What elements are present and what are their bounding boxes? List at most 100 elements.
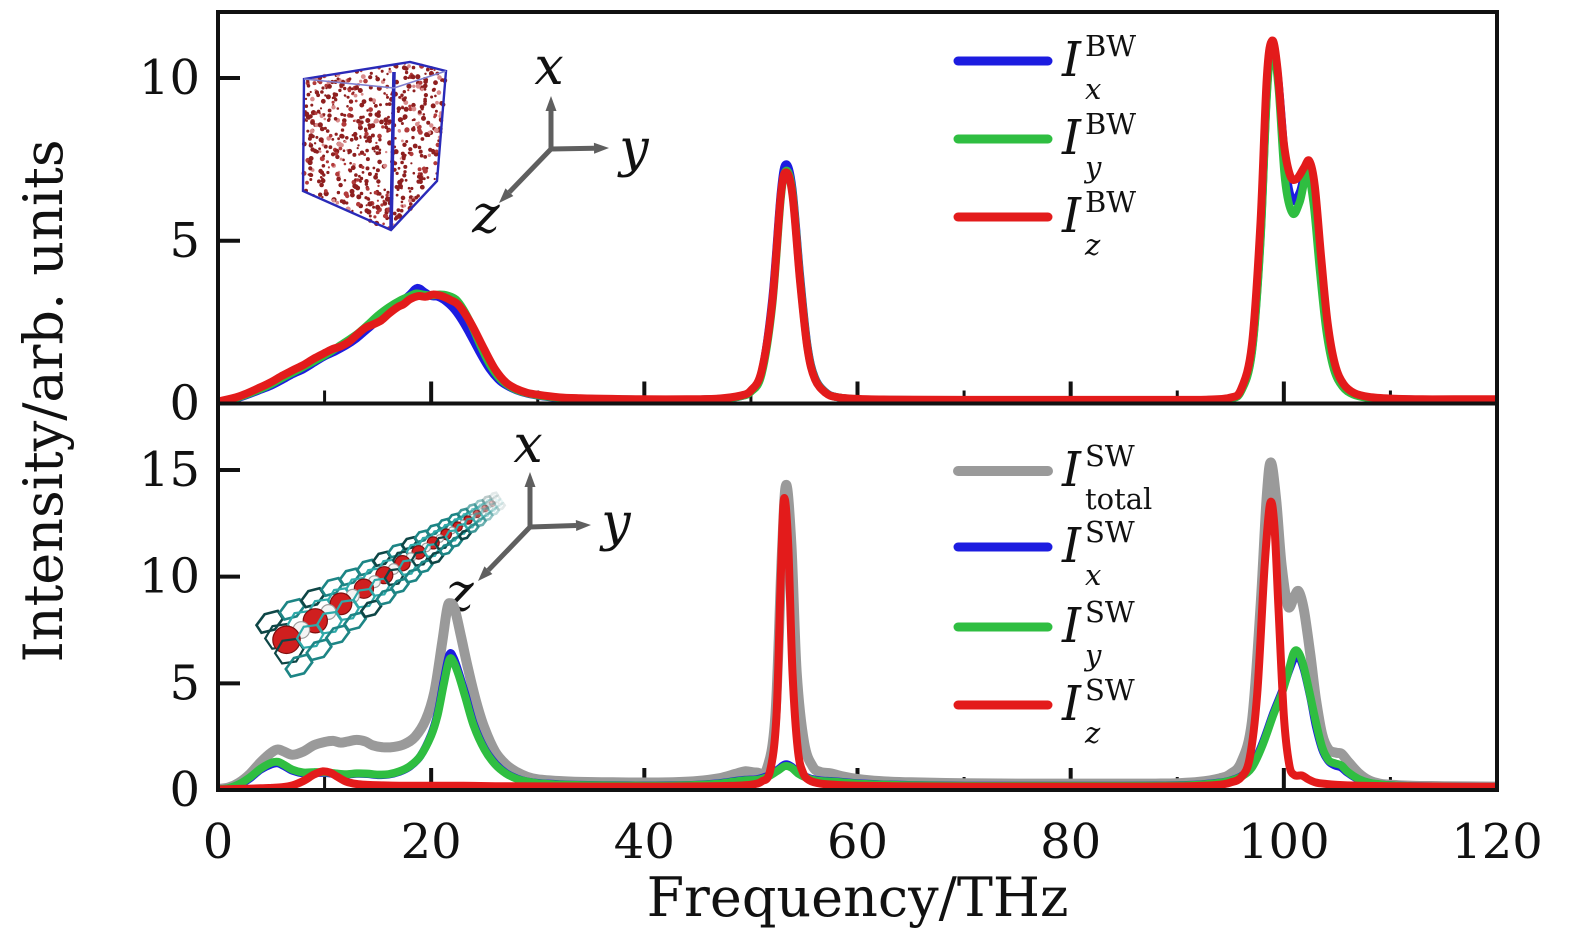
water-dot xyxy=(359,135,362,138)
water-dot xyxy=(322,173,326,177)
water-dot xyxy=(412,84,416,89)
water-dot xyxy=(403,75,408,80)
water-dot xyxy=(305,180,309,185)
curve-I_x_BW xyxy=(220,38,1495,402)
y-tick-label: 0 xyxy=(169,762,200,818)
x-tick-label: 0 xyxy=(203,814,234,870)
nanotube-hex-cell xyxy=(319,576,345,598)
water-dot xyxy=(318,168,323,174)
water-dot xyxy=(310,120,315,125)
x-tick-label: 40 xyxy=(614,814,675,870)
nanotube-hex-cell xyxy=(324,624,351,646)
water-dot xyxy=(403,153,407,157)
water-dot xyxy=(386,190,390,194)
nanotube-hex-cell xyxy=(489,506,501,517)
water-dot xyxy=(423,93,428,98)
water-dot xyxy=(415,122,420,127)
water-dot xyxy=(330,152,336,157)
water-dot xyxy=(331,105,336,110)
water-dot xyxy=(327,117,331,121)
water-dot xyxy=(328,133,333,138)
water-dot xyxy=(426,176,430,179)
water-dot xyxy=(412,143,418,149)
nanotube-hex-cell xyxy=(488,491,500,501)
water-dot xyxy=(402,90,406,94)
water-dot xyxy=(353,93,358,98)
water-dot xyxy=(361,171,365,174)
water-dot xyxy=(315,135,319,139)
water-dot xyxy=(343,94,347,97)
nanotube-hex-cell xyxy=(284,653,314,679)
water-dot xyxy=(433,161,438,166)
water-dot xyxy=(305,119,308,123)
tick-labels-group: 0 20 40 60 80 100 1200510051015Frequency/THzIn… xyxy=(12,50,1543,929)
water-dot xyxy=(306,129,310,133)
nanotube-hex-cell xyxy=(338,567,362,587)
water-dot xyxy=(360,92,364,96)
water-dot xyxy=(410,162,413,165)
water-dot xyxy=(348,86,352,89)
water-dot xyxy=(349,161,352,165)
legend-superscript-I_y_BW: BW xyxy=(1085,107,1136,141)
water-dot xyxy=(411,106,417,112)
water-dot xyxy=(372,205,376,209)
water-dot xyxy=(418,179,423,184)
water-dot xyxy=(358,123,362,127)
water-dot xyxy=(419,104,425,110)
water-dot xyxy=(398,96,401,99)
water-dot xyxy=(304,104,309,108)
y-tick-label: 15 xyxy=(139,442,200,498)
water-dot xyxy=(331,198,336,203)
water-dot xyxy=(374,118,379,124)
water-dot xyxy=(423,87,427,91)
water-dot xyxy=(313,148,318,154)
water-dot xyxy=(354,173,358,177)
water-dot xyxy=(342,158,345,162)
y-tick-label: 5 xyxy=(169,655,200,711)
water-dot xyxy=(392,211,397,216)
bottom-axes-triad-y-label: y xyxy=(599,493,631,553)
legend-subscript-I_y_BW: y xyxy=(1083,150,1102,184)
water-dot xyxy=(376,179,381,184)
water-dot xyxy=(343,113,347,117)
water-dot xyxy=(323,144,328,149)
water-dot xyxy=(334,132,338,136)
water-dot xyxy=(305,114,311,120)
water-dot xyxy=(361,115,365,119)
water-dot xyxy=(418,80,423,85)
water-dot xyxy=(368,97,373,102)
water-dot xyxy=(357,88,363,93)
nanotube-hex-cell xyxy=(479,507,492,518)
water-dot xyxy=(385,102,389,106)
water-dot xyxy=(349,188,355,194)
water-dot xyxy=(313,142,317,145)
water-dot xyxy=(323,117,327,121)
water-dot xyxy=(429,123,434,128)
water-dot xyxy=(434,149,439,153)
water-dot xyxy=(321,196,324,199)
water-dot xyxy=(361,165,365,169)
water-dot xyxy=(353,131,358,137)
water-dot xyxy=(433,177,436,181)
bottom-panel-curves xyxy=(220,457,1495,788)
water-dot xyxy=(366,136,372,141)
water-dot xyxy=(414,195,419,200)
x-tick-label: 120 xyxy=(1451,814,1543,870)
water-dot xyxy=(388,69,392,74)
water-dot xyxy=(400,195,406,201)
water-dot xyxy=(385,93,388,97)
water-dot xyxy=(336,107,340,110)
water-dot xyxy=(434,94,437,98)
curve-I_z_SW xyxy=(220,494,1495,788)
water-dot xyxy=(318,147,321,151)
y-tick-label: 10 xyxy=(139,50,200,106)
water-dot xyxy=(364,131,369,137)
x-tick-label: 60 xyxy=(827,814,888,870)
water-dot xyxy=(388,67,391,71)
water-dot xyxy=(309,178,313,181)
water-dot xyxy=(424,72,427,76)
water-dot xyxy=(407,186,411,190)
water-dot xyxy=(304,110,307,113)
water-dot xyxy=(342,199,346,203)
water-dot xyxy=(374,104,378,108)
